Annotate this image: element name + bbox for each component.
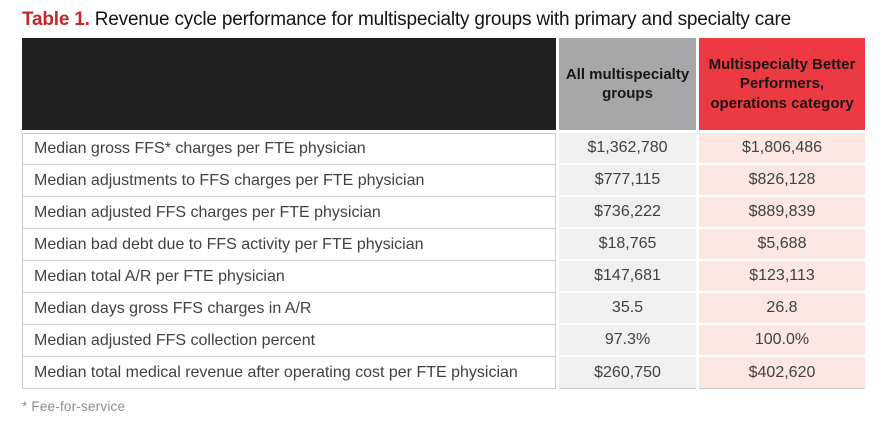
all-groups-value: $736,222 <box>559 197 696 229</box>
header-cell-metric <box>22 38 556 133</box>
better-performers-value: $5,688 <box>699 229 865 261</box>
all-groups-value: 35.5 <box>559 293 696 325</box>
all-groups-value: $777,115 <box>559 165 696 197</box>
better-performers-value: $123,113 <box>699 261 865 293</box>
table-row: Median adjusted FFS collection percent 9… <box>22 325 865 357</box>
table-row: Median total A/R per FTE physician $147,… <box>22 261 865 293</box>
table-row: Median adjustments to FFS charges per FT… <box>22 165 865 197</box>
table-row: Median bad debt due to FFS activity per … <box>22 229 865 261</box>
header-row: All multispecialty groups Multispecialty… <box>22 38 865 133</box>
better-performers-value: $402,620 <box>699 357 865 389</box>
better-performers-value: $1,806,486 <box>699 133 865 165</box>
revenue-cycle-performance-table: All multispecialty groups Multispecialty… <box>19 38 868 389</box>
row-label: Median days gross FFS charges in A/R <box>22 293 556 325</box>
all-groups-value: $147,681 <box>559 261 696 293</box>
better-performers-value: $826,128 <box>699 165 865 197</box>
all-groups-value: $260,750 <box>559 357 696 389</box>
table-row: Median gross FFS* charges per FTE physic… <box>22 133 865 165</box>
row-label: Median adjusted FFS charges per FTE phys… <box>22 197 556 229</box>
all-groups-value: $1,362,780 <box>559 133 696 165</box>
row-label: Median gross FFS* charges per FTE physic… <box>22 133 556 165</box>
table-title-text: Revenue cycle performance for multispeci… <box>94 9 791 30</box>
table-row: Median days gross FFS charges in A/R 35.… <box>22 293 865 325</box>
table-row: Median total medical revenue after opera… <box>22 357 865 389</box>
better-performers-value: $889,839 <box>699 197 865 229</box>
header-cell-better-performers: Multispecialty Better Performers, operat… <box>699 38 865 133</box>
better-performers-value: 26.8 <box>699 293 865 325</box>
all-groups-value: 97.3% <box>559 325 696 357</box>
table-title: Table 1. Revenue cycle performance for mu… <box>0 0 894 33</box>
row-label: Median total A/R per FTE physician <box>22 261 556 293</box>
row-label: Median adjusted FFS collection percent <box>22 325 556 357</box>
table-row: Median adjusted FFS charges per FTE phys… <box>22 197 865 229</box>
better-performers-value: 100.0% <box>699 325 865 357</box>
footnote: * Fee-for-service <box>22 399 126 414</box>
all-groups-value: $18,765 <box>559 229 696 261</box>
row-label: Median bad debt due to FFS activity per … <box>22 229 556 261</box>
table-number-label: Table 1. <box>22 9 90 30</box>
row-label: Median total medical revenue after opera… <box>22 357 556 389</box>
row-label: Median adjustments to FFS charges per FT… <box>22 165 556 197</box>
header-cell-all-groups: All multispecialty groups <box>559 38 696 133</box>
